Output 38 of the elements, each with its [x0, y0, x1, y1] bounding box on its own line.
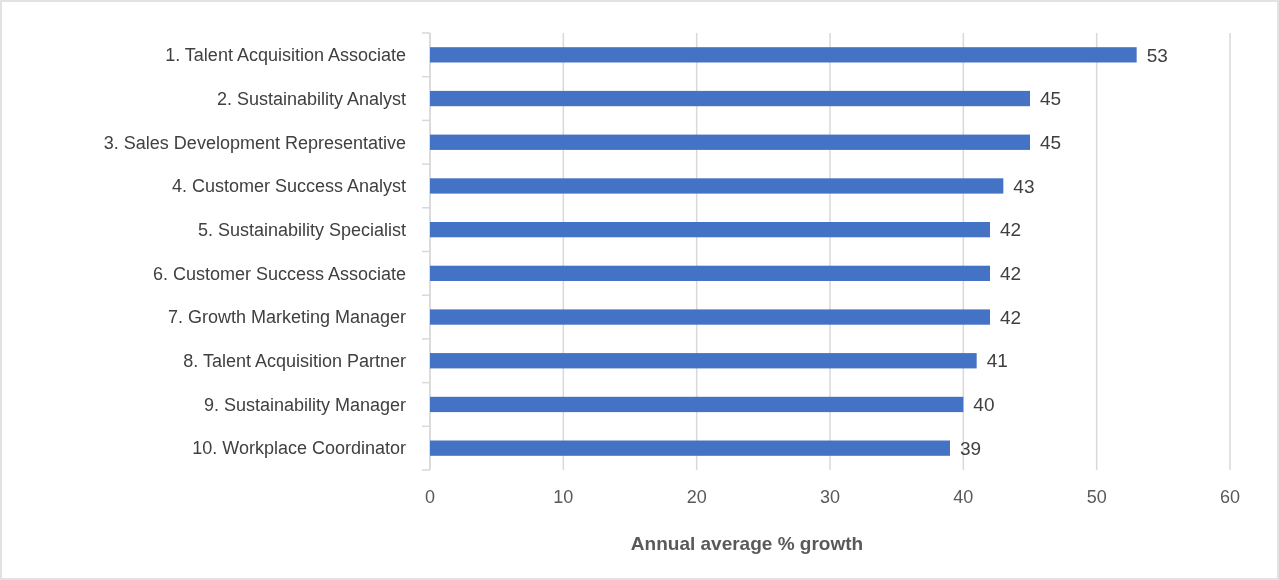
y-tick-label: 1. Talent Acquisition Associate: [165, 45, 406, 66]
data-label: 42: [1000, 263, 1022, 284]
bar: [430, 353, 977, 369]
y-tick-label: 6. Customer Success Associate: [152, 263, 406, 284]
y-tick-label: 10. Workplace Coordinator: [192, 438, 406, 459]
x-tick-label: 10: [553, 487, 574, 507]
bar: [430, 309, 990, 325]
bar: [430, 47, 1137, 63]
x-tick-label: 60: [1219, 487, 1241, 507]
data-label: 45: [1040, 131, 1062, 153]
bar: [430, 90, 1030, 107]
data-label: 41: [986, 350, 1008, 372]
data-label: 40: [973, 394, 995, 416]
y-tick-label: 5. Sustainability Specialist: [197, 219, 406, 240]
data-label: 42: [1000, 219, 1022, 241]
x-tick-label: 40: [953, 487, 974, 507]
data-label: 53: [1146, 44, 1168, 66]
bar: [430, 396, 964, 413]
y-tick-label: 9. Sustainability Manager: [203, 394, 406, 415]
data-label: 45: [1040, 88, 1062, 110]
y-tick-label: 8. Talent Acquisition Partner: [183, 351, 406, 372]
x-tick-label: 50: [1086, 487, 1107, 507]
y-tick-label: 3. Sales Development Representative: [103, 132, 406, 153]
x-tick-label: 20: [686, 487, 707, 507]
bar: [430, 440, 950, 456]
x-tick-label: 30: [819, 487, 841, 507]
data-label: 39: [960, 437, 982, 459]
bar: [430, 178, 1004, 194]
bar: [430, 222, 990, 238]
y-tick-label: 4. Customer Success Analyst: [171, 176, 406, 197]
data-label: 42: [1000, 306, 1022, 328]
x-axis-title: Annual average % growth: [630, 533, 864, 554]
bar: [430, 265, 990, 281]
y-tick-label: 2. Sustainability Analyst: [216, 88, 406, 109]
bar: [430, 134, 1030, 150]
data-label: 43: [1013, 175, 1035, 197]
y-tick-label: 7. Growth Marketing Manager: [167, 307, 406, 328]
x-tick-label: 0: [424, 487, 436, 507]
